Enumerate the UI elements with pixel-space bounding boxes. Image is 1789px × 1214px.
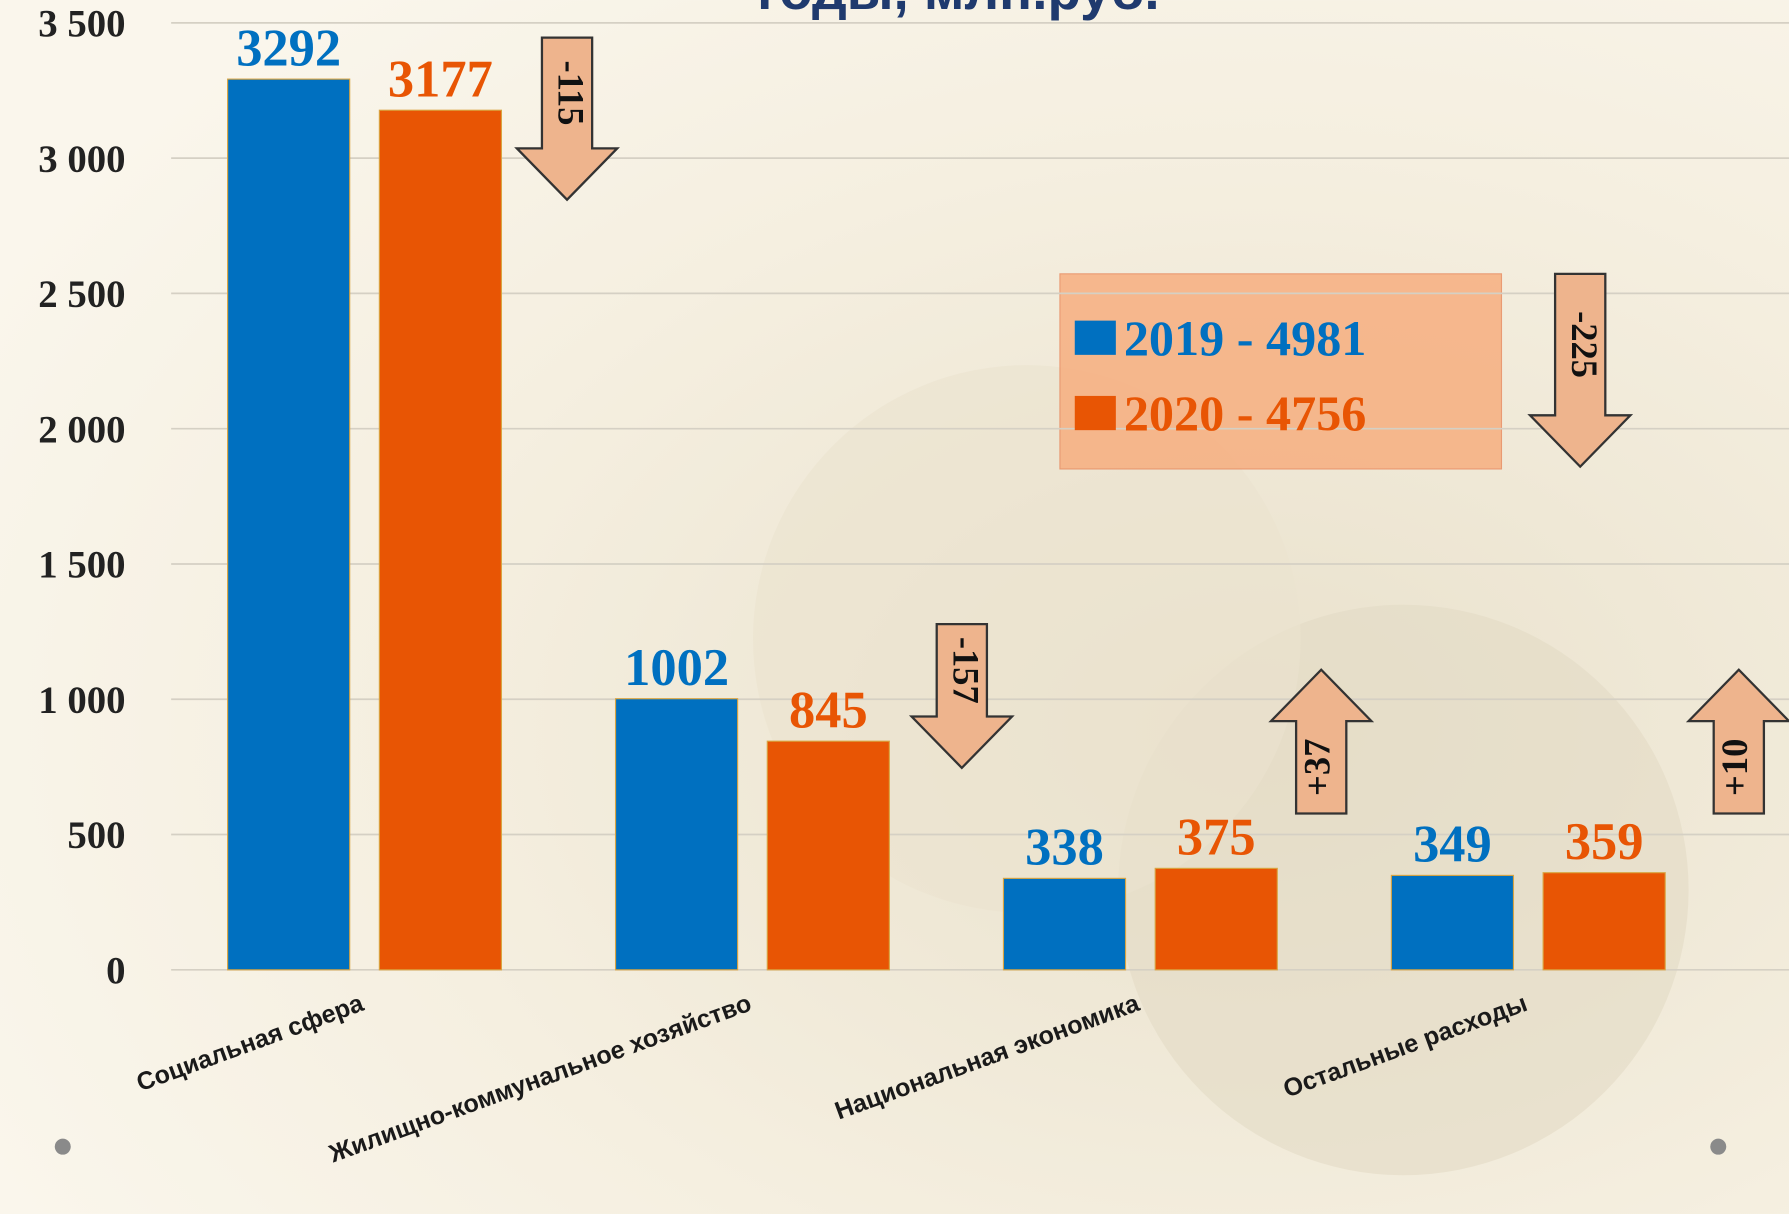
chart-title: годы, млн.руб. [757, 0, 1160, 21]
bar [1003, 878, 1125, 969]
arrow-label: -157 [945, 637, 986, 704]
y-tick-label: 1 500 [38, 544, 125, 587]
y-tick-label: 500 [67, 814, 125, 857]
bar [1391, 875, 1513, 969]
chart: годы, млн.руб. 0 500 1 000 1 500 2 000 2 500 3… [0, 0, 1789, 1214]
legend-label: 2019 - 4981 [1124, 310, 1367, 366]
data-label: 845 [789, 681, 868, 739]
data-label: 359 [1565, 813, 1644, 871]
y-tick-label: 2 500 [38, 273, 125, 316]
decor-dot [55, 1139, 71, 1155]
data-label: 1002 [624, 639, 729, 697]
bar [228, 79, 350, 970]
arrow-label: -115 [551, 61, 592, 126]
y-tick-label: 0 [106, 950, 125, 993]
data-label: 349 [1413, 816, 1492, 874]
arrow-label: +10 [1714, 739, 1755, 796]
data-label: 3292 [236, 19, 341, 77]
y-tick-label: 3 000 [38, 138, 125, 181]
bar [1155, 868, 1277, 969]
data-label: 375 [1177, 809, 1256, 867]
legend-swatch [1075, 321, 1116, 355]
bar [616, 699, 738, 970]
bar [379, 110, 501, 970]
page: годы, млн.руб. 0 500 1 000 1 500 2 000 2 500 3… [0, 0, 1789, 1214]
y-tick-label: 3 500 [38, 3, 125, 46]
data-label: 338 [1025, 819, 1104, 877]
arrow-label: +37 [1297, 739, 1338, 796]
y-tick-label: 2 000 [38, 408, 125, 451]
arrow-label: -225 [1564, 311, 1605, 378]
bar [1543, 873, 1665, 970]
bar [767, 741, 889, 970]
legend-swatch [1075, 396, 1116, 430]
legend-label: 2020 - 4756 [1124, 385, 1367, 441]
decor-dot [1710, 1139, 1726, 1155]
y-tick-label: 1 000 [38, 679, 125, 722]
data-label: 3177 [388, 51, 493, 109]
